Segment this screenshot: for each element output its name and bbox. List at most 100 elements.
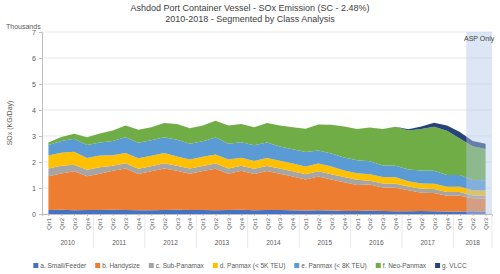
tick: Qtr3	[123, 214, 129, 230]
tick-label: 5	[32, 81, 36, 88]
tick-mark	[39, 162, 42, 163]
tick-mark	[254, 214, 255, 216]
y-axis: 01234567	[32, 29, 42, 218]
axis-line	[43, 215, 493, 217]
tick-mark	[48, 214, 49, 216]
tick: Qtr3	[277, 214, 283, 230]
tick-mark	[100, 214, 101, 216]
group-separator	[299, 214, 300, 248]
legend-label: d. Panmax (< 5K TEU)	[220, 262, 285, 270]
year-label: 2017	[420, 239, 435, 246]
tick: Qtr3	[483, 214, 489, 230]
tick: 6	[32, 55, 42, 62]
tick-mark	[138, 214, 139, 216]
legend: a. Small/Feeder b. Handysize c. Sub-Panama…	[33, 262, 467, 270]
legend-swatch	[376, 263, 381, 268]
tick: Qtr3	[380, 214, 386, 230]
tick: Qtr3	[329, 214, 335, 230]
tick-mark	[164, 214, 165, 216]
tick-mark	[306, 214, 307, 216]
tick-label: Qtr4	[290, 217, 296, 229]
tick: 5	[32, 81, 42, 88]
legend-label: c. Sub-Panamax	[156, 262, 205, 269]
grid-line	[42, 32, 492, 33]
tick: Qtr1	[457, 214, 463, 230]
tick-mark	[486, 214, 487, 216]
tick-mark	[434, 214, 435, 216]
tick-label: Qtr3	[72, 217, 78, 229]
tick-label: Qtr3	[432, 217, 438, 229]
tick-mark	[396, 214, 397, 216]
y-unit-label: Thousands	[6, 23, 41, 30]
tick: 2	[32, 159, 42, 166]
year-label: 2012	[163, 239, 178, 246]
tick-mark	[280, 214, 281, 216]
tick-label: Qtr2	[316, 217, 322, 229]
legend-swatch	[149, 263, 154, 268]
grid	[42, 32, 492, 214]
tick-mark	[39, 58, 42, 59]
tick: Qtr3	[226, 214, 232, 230]
tick: Qtr4	[187, 214, 193, 230]
tick-label: Qtr3	[277, 217, 283, 229]
tick-mark	[61, 214, 62, 216]
tick-mark	[421, 214, 422, 216]
tick-mark	[39, 32, 42, 33]
tick-mark	[39, 214, 42, 215]
tick-label: Qtr1	[97, 217, 103, 229]
tick-label: Qtr1	[457, 217, 463, 229]
legend-swatch	[435, 263, 440, 268]
legend-item: b. Handysize	[95, 262, 140, 270]
tick-label: Qtr2	[213, 217, 219, 229]
tick-label: Qtr3	[380, 217, 386, 229]
tick: 0	[32, 211, 42, 218]
tick: Qtr2	[419, 214, 425, 230]
tick-mark	[74, 214, 75, 216]
tick: Qtr1	[406, 214, 412, 230]
tick-label: 1	[32, 185, 36, 192]
tick-mark	[228, 214, 229, 216]
tick-label: Qtr1	[46, 217, 52, 229]
tick-mark	[203, 214, 204, 216]
axis-line	[39, 33, 43, 215]
tick-label: Qtr3	[483, 217, 489, 229]
tick: Qtr3	[175, 214, 181, 230]
tick: Qtr2	[265, 214, 271, 230]
group-separator	[196, 214, 197, 248]
tick-label: 3	[32, 133, 36, 140]
year-groups: 201020112012201320142015201620172018	[60, 214, 492, 248]
legend-item: g. VLCC	[435, 262, 467, 270]
tick-label: Qtr2	[470, 217, 476, 229]
legend-label: e. Panmax (< 8K TEU)	[301, 262, 366, 270]
legend-label: f. Neo-Panmax	[383, 262, 427, 269]
tick: Qtr2	[316, 214, 322, 230]
legend-label: b. Handysize	[102, 262, 140, 270]
tick-label: Qtr1	[303, 217, 309, 229]
tick-mark	[216, 214, 217, 216]
legend-label: a. Small/Feeder	[40, 262, 87, 269]
tick-label: Qtr2	[419, 217, 425, 229]
subtitle: 2010-2018 - Segmented by Class Analysis	[165, 14, 335, 24]
tick-label: Qtr4	[136, 217, 142, 229]
tick-label: Qtr3	[123, 217, 129, 229]
tick-mark	[39, 188, 42, 189]
group-separator	[492, 214, 493, 248]
group-separator	[144, 214, 145, 248]
tick: Qtr3	[72, 214, 78, 230]
grid-line	[42, 84, 492, 85]
tick-label: 2	[32, 159, 36, 166]
tick: 3	[32, 133, 42, 140]
y-axis-title: SOx (KG/Day)	[6, 101, 14, 146]
tick-mark	[126, 214, 127, 216]
tick-mark	[370, 214, 371, 216]
tick-label: Qtr3	[226, 217, 232, 229]
tick-mark	[241, 214, 242, 216]
tick-mark	[151, 214, 152, 216]
tick: Qtr1	[97, 214, 103, 230]
tick: Qtr4	[136, 214, 142, 230]
group-separator	[453, 214, 454, 248]
tick-mark	[447, 214, 448, 216]
tick: Qtr4	[445, 214, 451, 230]
tick: 4	[32, 107, 42, 114]
annotation-region	[466, 32, 492, 214]
